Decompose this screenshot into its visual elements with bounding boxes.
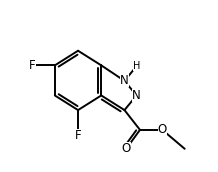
Text: N: N — [132, 89, 141, 102]
Text: N: N — [120, 74, 129, 87]
Text: O: O — [158, 123, 167, 136]
Text: H: H — [133, 61, 140, 71]
Text: O: O — [122, 142, 131, 155]
Text: F: F — [75, 129, 81, 142]
Text: F: F — [29, 59, 36, 72]
